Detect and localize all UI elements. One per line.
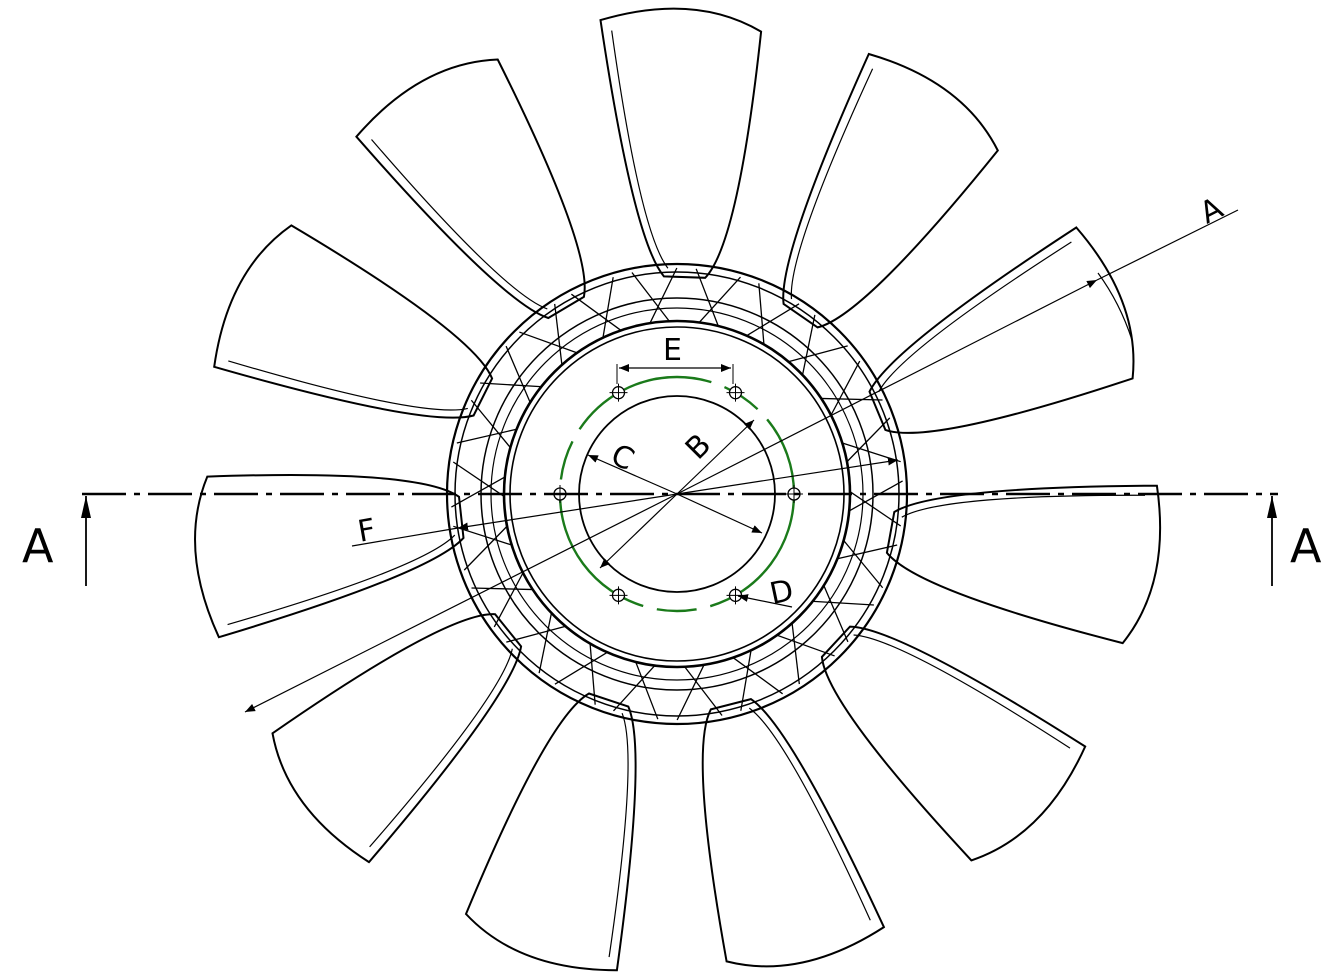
rib-line (463, 524, 509, 571)
blade-edge-line (611, 30, 669, 269)
rib-line (452, 461, 506, 498)
rib-line (745, 303, 800, 337)
rib-line (538, 611, 553, 674)
fan-blade (599, 7, 763, 279)
fan-blade (782, 52, 999, 329)
bolt-holes (551, 383, 803, 605)
rib-line (602, 277, 614, 339)
rib-line (775, 634, 835, 657)
blade-edge-line (748, 707, 871, 921)
rib-line (676, 663, 706, 721)
fan-blade (271, 613, 523, 864)
rib-line (801, 314, 816, 377)
fan-blade (355, 58, 586, 320)
rib-line (493, 571, 525, 628)
bolt-hole-icon (609, 586, 628, 605)
rib-line (847, 480, 903, 513)
rib-line (758, 283, 765, 346)
rib-line (697, 276, 742, 324)
blade-edge-line (371, 139, 548, 310)
blade-edge-line (228, 360, 468, 411)
rib-line (570, 293, 623, 332)
hub-ribs (451, 267, 903, 721)
rib-line (740, 649, 752, 711)
rib-line (506, 625, 567, 643)
blade-edge-line (790, 68, 874, 300)
blade-edge-line (608, 712, 629, 958)
rib-line (848, 490, 902, 527)
fan-blade (194, 473, 465, 639)
rib-line (505, 345, 532, 404)
fan-blade (868, 226, 1135, 434)
dimension-label-a: A (1194, 191, 1229, 232)
rib-line (456, 428, 518, 444)
section-label-right: A (1290, 519, 1322, 573)
rib-line (683, 665, 723, 716)
rib-line (811, 600, 874, 606)
rib-line (829, 360, 861, 417)
rib-line (554, 651, 609, 685)
rib-line (845, 417, 891, 464)
rib-line (842, 539, 884, 589)
rib-line (612, 664, 657, 712)
blade-edge-line (878, 241, 1072, 393)
rib-line (787, 345, 848, 363)
rib-line (836, 544, 898, 560)
fan-blade (820, 625, 1087, 862)
section-label-left: A (22, 519, 54, 573)
rib-line (480, 382, 543, 388)
blade-edge-line (369, 648, 513, 848)
fan-blade (885, 484, 1162, 645)
rib-line (589, 642, 596, 705)
fan-blade (213, 224, 494, 419)
bolt-hole-icon (609, 383, 628, 402)
fan-blade (701, 698, 886, 968)
dimension-lines (244, 209, 1239, 713)
dimension-label-e: E (663, 333, 682, 368)
bolt-hole-icon (726, 383, 745, 402)
rib-line (519, 331, 579, 354)
rib-line (554, 303, 563, 367)
rib-line (822, 584, 849, 643)
rib-line (471, 587, 535, 591)
blade-edge-line (901, 494, 1146, 518)
fan-blades (194, 7, 1162, 972)
blade-edge-line (227, 534, 456, 626)
rib-line (451, 475, 507, 508)
rib-line (631, 272, 671, 323)
rib-line (791, 621, 800, 685)
rib-line (731, 656, 784, 695)
blade-edge-line (853, 634, 1071, 749)
rib-line (819, 397, 883, 401)
dimension-label-f: F (355, 512, 378, 549)
rib-line (634, 660, 659, 720)
rib-line (695, 268, 720, 328)
rib-line (648, 267, 678, 325)
rib-line (470, 399, 512, 449)
fan-blade (464, 692, 637, 972)
